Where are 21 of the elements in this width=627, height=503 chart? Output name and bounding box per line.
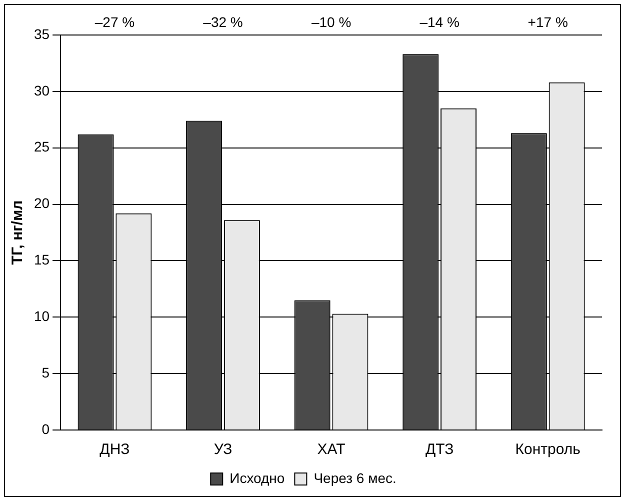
legend-label: Через 6 мес. xyxy=(314,470,396,486)
y-axis-title: ТГ, нг/мл xyxy=(9,200,26,265)
x-tick-label: ХАТ xyxy=(317,441,346,458)
y-tick-label: 5 xyxy=(42,364,50,380)
text: +17 % xyxy=(528,14,568,30)
x-tick-label: ДНЗ xyxy=(100,441,130,458)
y-tick-label: 20 xyxy=(34,195,50,212)
text: –27 % xyxy=(94,14,135,30)
y-tick-label: 30 xyxy=(34,82,50,98)
text: –32 % xyxy=(203,14,243,30)
y-tick-label: 35 xyxy=(34,26,50,42)
text: –10 % xyxy=(311,14,352,30)
x-tick-label: Контроль xyxy=(515,441,581,458)
y-tick-label: 0 xyxy=(42,420,50,437)
text: –14 % xyxy=(420,14,460,30)
y-tick-label: 15 xyxy=(34,252,50,268)
legend-label: Исходно xyxy=(230,470,285,486)
y-tick-label: 25 xyxy=(34,138,50,155)
y-tick-label: 10 xyxy=(34,308,50,324)
x-tick-label: ДТЗ xyxy=(425,441,454,458)
x-tick-label: УЗ xyxy=(214,441,232,458)
